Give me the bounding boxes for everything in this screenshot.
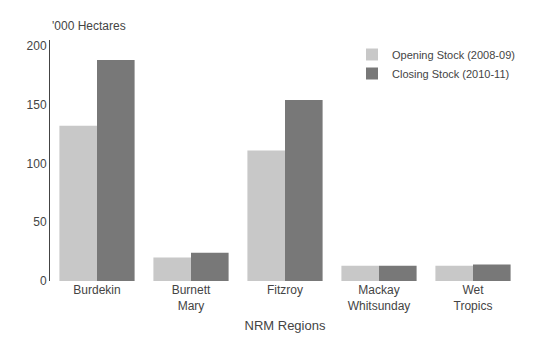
svg-text:Burdekin: Burdekin [73, 283, 120, 297]
svg-text:MackayWhitsunday: MackayWhitsunday [348, 283, 411, 313]
svg-text:150: 150 [27, 98, 47, 112]
svg-text:100: 100 [27, 157, 47, 171]
svg-text:BurnettMary: BurnettMary [172, 283, 211, 313]
svg-text:Closing Stock (2010-11): Closing Stock (2010-11) [392, 68, 509, 80]
svg-text:NRM Regions: NRM Regions [245, 318, 326, 333]
svg-text:Fitzroy: Fitzroy [267, 283, 303, 297]
svg-text:200: 200 [27, 39, 47, 53]
svg-text:'000 Hectares: '000 Hectares [52, 19, 126, 33]
svg-text:Opening Stock (2008-09): Opening Stock (2008-09) [392, 49, 515, 61]
svg-text:50: 50 [33, 215, 47, 229]
svg-text:WetTropics: WetTropics [454, 283, 493, 313]
svg-text:0: 0 [40, 274, 47, 288]
